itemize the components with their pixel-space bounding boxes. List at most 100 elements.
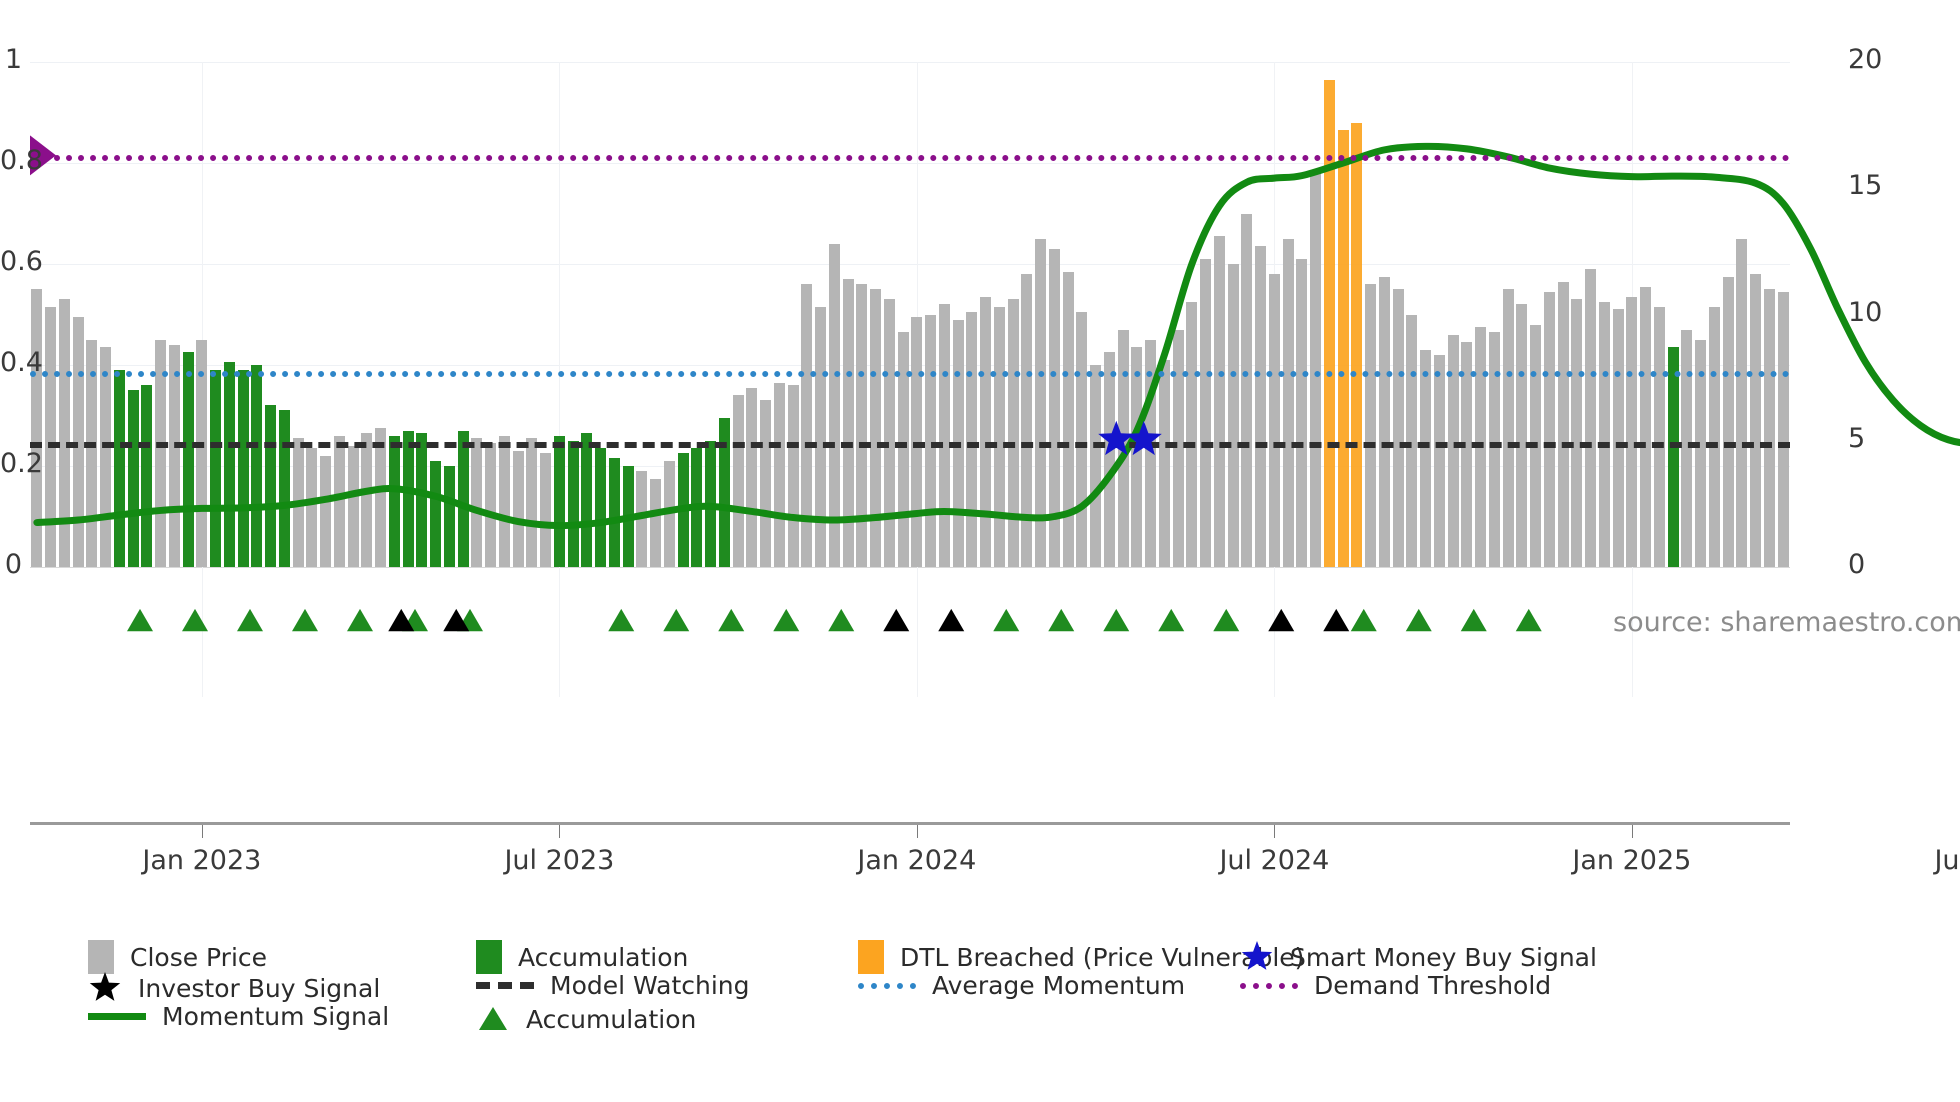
solid-line-icon xyxy=(88,1013,146,1020)
price-bar xyxy=(333,435,345,567)
price-bar xyxy=(388,435,400,567)
investor-buy-triangle-icon xyxy=(883,608,910,632)
price-bar xyxy=(732,395,744,567)
price-bar xyxy=(1488,332,1500,567)
price-bar xyxy=(925,314,937,567)
price-bar xyxy=(1667,347,1679,567)
y-axis-left-tick-label: 1 xyxy=(4,44,22,75)
investor-buy-triangle-icon xyxy=(443,608,470,632)
accumulation-triangle-icon xyxy=(718,608,745,632)
momentum-signal-line xyxy=(33,142,1960,530)
legend-item-label: Momentum Signal xyxy=(162,1002,390,1031)
legend-item[interactable]: Momentum Signal xyxy=(88,1002,389,1031)
legend-item[interactable]: Close Price xyxy=(88,940,267,974)
legend-item[interactable]: Demand Threshold xyxy=(1240,971,1551,1000)
accumulation-triangle-icon xyxy=(773,608,800,632)
price-bar xyxy=(45,306,57,567)
price-bar xyxy=(1516,304,1528,567)
y-axis-right-tick-label: 15 xyxy=(1848,170,1883,202)
price-bar xyxy=(760,400,772,567)
price-bar xyxy=(1447,334,1459,567)
legend-item-label: Average Momentum xyxy=(932,971,1186,1000)
legend-item-label: DTL Breached (Price Vulnerable) xyxy=(900,942,1305,972)
x-axis-tick xyxy=(1274,825,1275,838)
legend-item[interactable]: Smart Money Buy Signal xyxy=(1240,940,1597,974)
price-bar xyxy=(471,438,483,567)
accumulation-triangle-icon xyxy=(1213,608,1240,632)
price-bar xyxy=(938,304,950,567)
price-bar xyxy=(746,387,758,567)
price-bar xyxy=(1571,299,1583,567)
price-bar xyxy=(512,450,524,567)
price-bar xyxy=(1007,299,1019,567)
price-bar xyxy=(498,435,510,567)
accumulation-triangle-icon xyxy=(1103,608,1130,632)
price-bar xyxy=(1777,291,1789,567)
accumulation-triangle-icon xyxy=(1350,608,1377,632)
gridline-v xyxy=(559,62,560,697)
price-bar xyxy=(1433,354,1445,567)
legend-item[interactable]: Model Watching xyxy=(476,971,750,1000)
dotted-line-icon xyxy=(1240,982,1298,989)
y-axis-left-tick-label: 0.4 xyxy=(0,347,43,378)
gridline-h xyxy=(30,567,1790,568)
square-swatch-icon xyxy=(858,940,884,974)
price-bar xyxy=(1241,213,1253,567)
legend-item[interactable]: Accumulation xyxy=(476,1002,696,1036)
accumulation-triangle-icon xyxy=(663,608,690,632)
price-bar xyxy=(1598,301,1610,567)
gridline-h xyxy=(30,466,1790,467)
accumulation-triangle-icon xyxy=(1405,608,1432,632)
price-bar xyxy=(1502,289,1514,567)
investor-buy-triangle-icon xyxy=(938,608,965,632)
price-bar xyxy=(155,339,167,567)
price-bar xyxy=(1255,246,1267,567)
accumulation-triangle-icon xyxy=(993,608,1020,632)
legend-item-label: Model Watching xyxy=(550,971,750,1000)
price-bar xyxy=(553,435,565,567)
price-bar xyxy=(1337,130,1349,567)
price-bar xyxy=(1365,284,1377,567)
y-axis-left-tick-label: 0.8 xyxy=(0,145,43,176)
legend-item[interactable]: Investor Buy Signal xyxy=(88,971,380,1005)
price-bar xyxy=(1708,306,1720,567)
price-bar xyxy=(237,370,249,567)
x-axis-tick xyxy=(917,825,918,838)
smart-money-buy-star-icon xyxy=(1125,420,1162,456)
price-bar xyxy=(1103,352,1115,567)
x-axis-line xyxy=(30,822,1790,825)
price-bar xyxy=(1310,173,1322,567)
reference-line-model-watching xyxy=(30,441,1790,448)
dotted-line-icon xyxy=(858,982,916,989)
price-bar xyxy=(182,352,194,567)
price-bar xyxy=(870,289,882,567)
price-bar xyxy=(1585,269,1597,567)
legend-item[interactable]: Accumulation xyxy=(476,940,688,974)
y-axis-left-tick-label: 0.6 xyxy=(0,246,43,277)
price-bar xyxy=(1131,347,1143,567)
price-bar xyxy=(1227,264,1239,567)
square-swatch-icon xyxy=(476,940,502,974)
accumulation-triangle-icon xyxy=(1048,608,1075,632)
price-bar xyxy=(1048,248,1060,567)
y-axis-right-tick-label: 0 xyxy=(1848,549,1866,580)
price-bar xyxy=(347,445,359,567)
price-bar xyxy=(787,385,799,567)
y-axis-right-tick-label: 5 xyxy=(1848,422,1866,454)
price-bar xyxy=(966,311,978,567)
legend-item[interactable]: Average Momentum xyxy=(858,971,1185,1000)
investor-buy-triangle-icon xyxy=(388,608,415,632)
price-bar xyxy=(1736,238,1748,567)
source-attribution: source: sharemaestro.com xyxy=(1613,607,1960,638)
price-bar xyxy=(485,443,497,567)
price-bar xyxy=(1406,314,1418,567)
price-bar xyxy=(1543,291,1555,567)
price-bar xyxy=(718,418,730,567)
price-bar xyxy=(650,478,662,567)
price-bar xyxy=(1653,306,1665,567)
legend-item[interactable]: DTL Breached (Price Vulnerable) xyxy=(858,940,1304,974)
price-bar xyxy=(141,385,153,567)
